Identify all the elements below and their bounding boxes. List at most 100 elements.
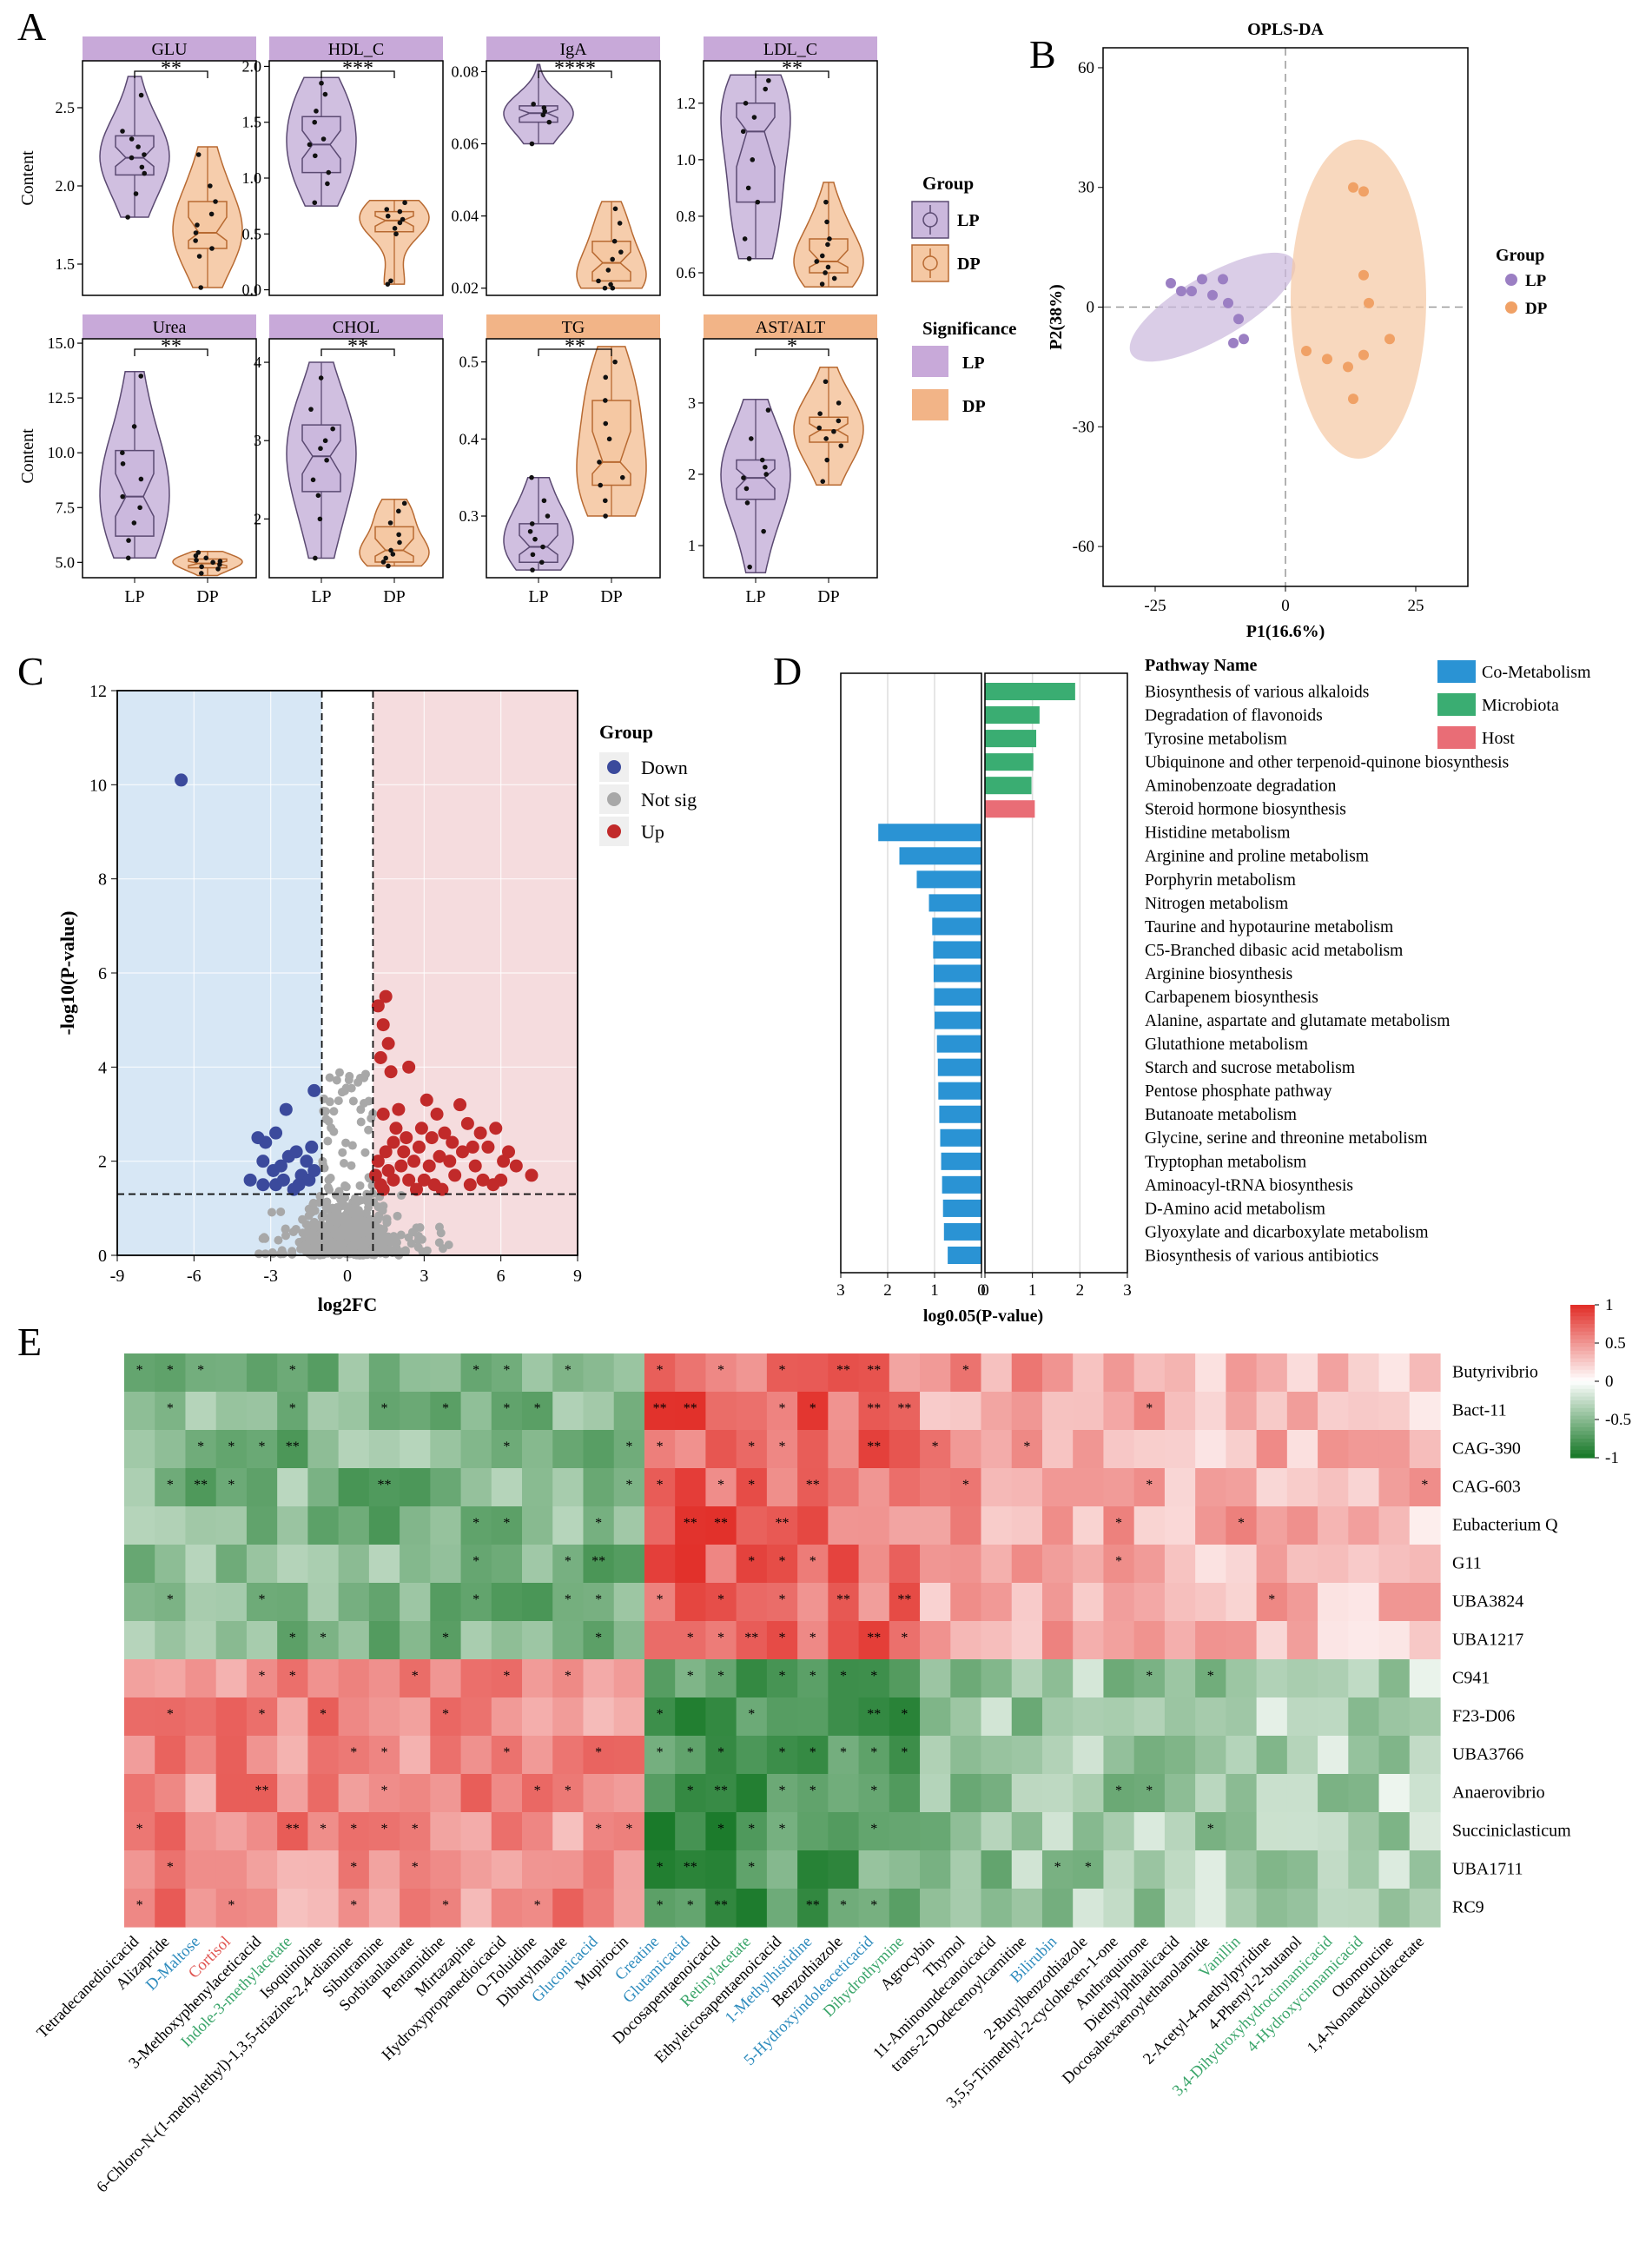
data-point bbox=[750, 157, 756, 162]
significance-mark: * bbox=[380, 1822, 387, 1836]
heatmap-cell bbox=[797, 1583, 829, 1622]
data-point bbox=[397, 220, 403, 226]
heatmap-cell bbox=[246, 1774, 278, 1813]
score-point-dp bbox=[1322, 354, 1332, 365]
colorbar-swatch bbox=[1570, 1308, 1595, 1314]
notsig-point bbox=[341, 1138, 351, 1148]
heatmap-cell bbox=[644, 1774, 676, 1813]
heatmap-cell bbox=[368, 1545, 400, 1584]
heatmap-cell bbox=[1164, 1468, 1196, 1507]
heatmap-cell bbox=[705, 1621, 737, 1660]
heatmap-cell bbox=[981, 1659, 1013, 1698]
heatmap-cell bbox=[736, 1621, 768, 1660]
data-point bbox=[746, 255, 752, 261]
up-point bbox=[453, 1098, 467, 1112]
data-point bbox=[135, 144, 141, 149]
heatmap-cell bbox=[522, 1430, 553, 1469]
heatmap-cell bbox=[246, 1506, 278, 1545]
data-point bbox=[545, 513, 551, 519]
heatmap-cell bbox=[124, 1430, 155, 1469]
colorbar-swatch bbox=[1570, 1339, 1595, 1344]
up-point bbox=[387, 1173, 400, 1187]
notsig-point bbox=[393, 1211, 402, 1221]
heatmap-cell bbox=[613, 1850, 645, 1889]
legend-label: Microbiota bbox=[1482, 696, 1559, 715]
data-point bbox=[393, 231, 399, 237]
heatmap-cell bbox=[400, 1468, 431, 1507]
heatmap-cell bbox=[644, 1697, 676, 1737]
heatmap-cell bbox=[736, 1736, 768, 1775]
heatmap-cell bbox=[1011, 1774, 1043, 1813]
heatmap-cell bbox=[797, 1736, 829, 1775]
data-point bbox=[307, 142, 313, 148]
heatmap-cell bbox=[1011, 1812, 1043, 1851]
notsig-point bbox=[329, 1107, 339, 1116]
heatmap-cell bbox=[1378, 1736, 1411, 1775]
colorbar-swatch bbox=[1570, 1442, 1595, 1447]
pathway-bar bbox=[942, 1175, 981, 1194]
up-point bbox=[397, 1145, 411, 1159]
heatmap-cell bbox=[460, 1353, 492, 1393]
heatmap-cell bbox=[1133, 1430, 1166, 1469]
heatmap-cell bbox=[1195, 1774, 1226, 1813]
up-point bbox=[389, 1122, 403, 1135]
heatmap-cell bbox=[246, 1812, 278, 1851]
colorbar-tick-label: -1 bbox=[1605, 1449, 1619, 1467]
data-point bbox=[194, 558, 199, 563]
heatmap-cell bbox=[522, 1353, 553, 1393]
significance-mark: * bbox=[565, 1783, 572, 1798]
notsig-point bbox=[347, 1083, 356, 1093]
heatmap-cell bbox=[1041, 1774, 1074, 1813]
heatmap-cell bbox=[124, 1812, 155, 1851]
significance-mark: * bbox=[870, 1822, 877, 1836]
heatmap-cell bbox=[950, 1545, 982, 1584]
pathway-name: D-Amino acid metabolism bbox=[1145, 1200, 1325, 1218]
heatmap-cell bbox=[185, 1506, 217, 1545]
significance-mark: * bbox=[870, 1898, 877, 1913]
heatmap-row-label: Bact-11 bbox=[1452, 1400, 1507, 1419]
significance-mark: * bbox=[595, 1592, 602, 1607]
heatmap-cell bbox=[124, 1621, 155, 1660]
data-point bbox=[131, 520, 137, 526]
x-tick-label: 1 bbox=[930, 1281, 939, 1300]
heatmap-cell bbox=[1011, 1430, 1043, 1469]
legend-key bbox=[912, 346, 948, 377]
heatmap-cell bbox=[307, 1545, 340, 1584]
heatmap-cell bbox=[1164, 1774, 1196, 1813]
significance-mark: ** bbox=[806, 1898, 820, 1913]
heatmap-cell bbox=[155, 1430, 187, 1469]
heatmap-cell bbox=[889, 1774, 921, 1813]
significance-mark: * bbox=[748, 1860, 755, 1875]
heatmap-cell bbox=[1318, 1392, 1349, 1431]
significance-mark: * bbox=[809, 1783, 816, 1798]
notsig-point bbox=[382, 1218, 392, 1228]
confidence-ellipse bbox=[1129, 252, 1296, 362]
significance-mark: * bbox=[717, 1669, 724, 1684]
legend-label: LP bbox=[1525, 272, 1547, 290]
heatmap-cell bbox=[1041, 1736, 1074, 1775]
up-point bbox=[376, 1108, 390, 1121]
facet-title: IgA bbox=[559, 40, 587, 59]
heatmap-cell bbox=[705, 1850, 737, 1889]
heatmap-cell bbox=[1164, 1430, 1196, 1469]
x-tick-label: 1 bbox=[1028, 1281, 1037, 1300]
heatmap-cell bbox=[1348, 1850, 1380, 1889]
data-point bbox=[598, 482, 604, 488]
box-lp bbox=[736, 103, 776, 203]
heatmap-cell bbox=[185, 1850, 217, 1889]
heatmap-cell bbox=[552, 1659, 585, 1698]
heatmap-cell bbox=[1409, 1774, 1441, 1813]
heatmap-row-label: CAG-603 bbox=[1452, 1477, 1521, 1496]
notsig-point bbox=[311, 1242, 320, 1252]
heatmap-cell bbox=[583, 1812, 615, 1851]
heatmap-cell bbox=[491, 1736, 523, 1775]
heatmap-cell bbox=[1348, 1621, 1380, 1660]
heatmap-cell bbox=[1073, 1621, 1105, 1660]
colorbar-swatch bbox=[1570, 1324, 1595, 1328]
up-point bbox=[371, 1155, 385, 1168]
data-point bbox=[763, 464, 768, 470]
data-point bbox=[195, 550, 202, 555]
heatmap-cell bbox=[277, 1736, 308, 1775]
notsig-point bbox=[329, 1204, 339, 1214]
legend-key-dot bbox=[922, 212, 938, 228]
